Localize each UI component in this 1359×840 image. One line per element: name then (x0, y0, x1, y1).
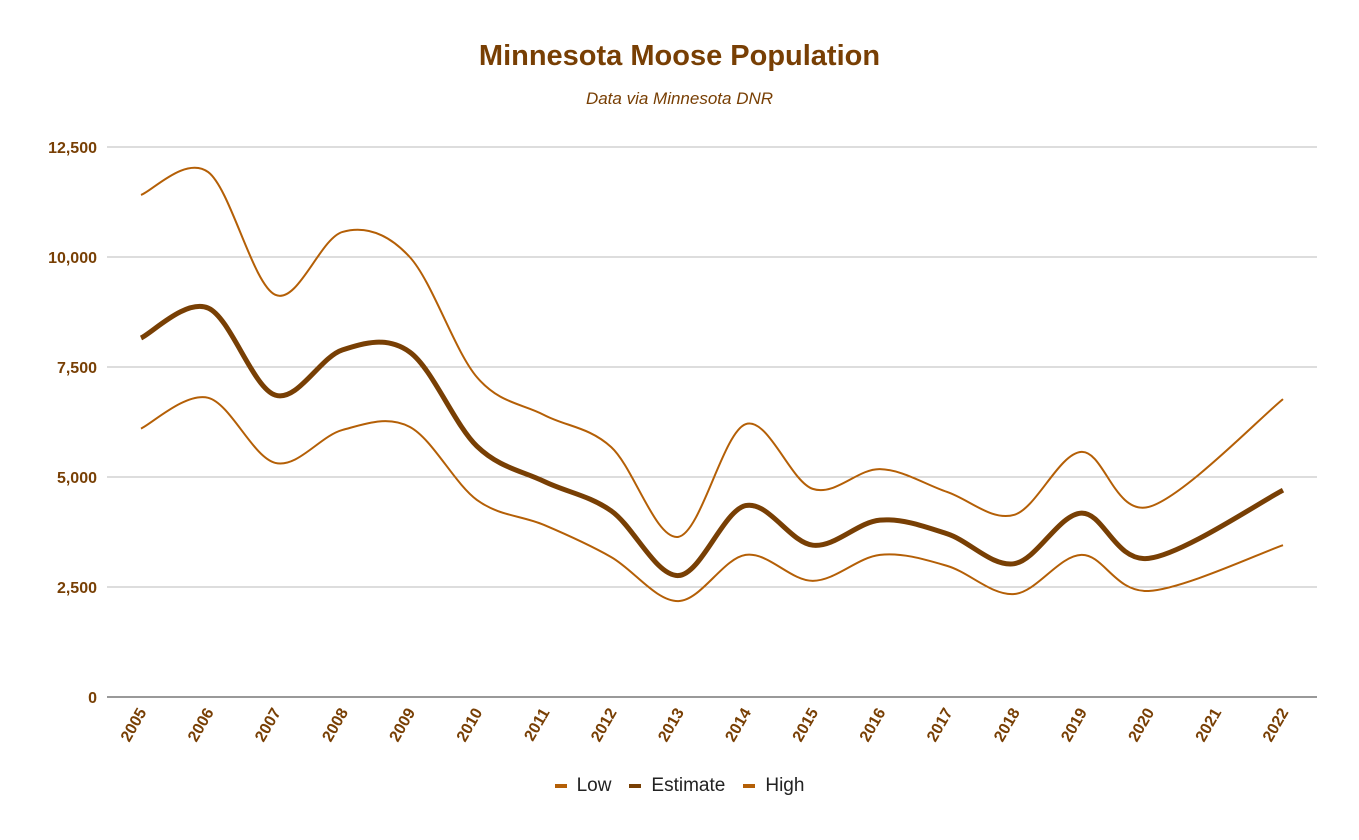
x-tick-label: 2006 (185, 705, 218, 744)
legend-label-high: High (765, 775, 805, 796)
x-tick-label: 2018 (991, 705, 1024, 744)
x-tick-label: 2021 (1193, 705, 1226, 744)
x-tick-label: 2019 (1058, 705, 1091, 744)
y-tick-label: 10,000 (48, 250, 97, 267)
y-tick-label: 5,000 (57, 470, 97, 487)
legend-swatch-high (743, 784, 756, 788)
legend-label-estimate: Estimate (651, 775, 726, 796)
legend-item-high: High (743, 775, 804, 797)
legend-item-low: Low (554, 775, 612, 797)
x-tick-label: 2007 (252, 705, 285, 744)
x-tick-label: 2009 (387, 705, 420, 744)
legend-label-low: Low (576, 775, 612, 796)
chart-title: Minnesota Moose Population (478, 40, 881, 72)
y-tick-label: 7,500 (57, 360, 97, 377)
x-tick-label: 2016 (857, 705, 890, 744)
x-tick-label: 2013 (655, 705, 688, 744)
x-tick-label: 2008 (319, 705, 352, 744)
x-tick-label: 2014 (723, 705, 756, 744)
y-tick-label: 0 (88, 690, 97, 707)
y-tick-label: 2,500 (57, 580, 97, 597)
chart-subtitle: Data via Minnesota DNR (585, 89, 774, 108)
y-tick-label: 12,500 (48, 140, 97, 157)
series-line-estimate (139, 303, 1285, 579)
x-tick-label: 2020 (1126, 705, 1159, 744)
x-tick-label: 2011 (521, 705, 553, 744)
x-tick-label: 2005 (118, 705, 151, 744)
x-tick-label: 2022 (1260, 705, 1293, 744)
series-line-high (140, 166, 1284, 538)
legend: Low Estimate High (0, 775, 1359, 797)
x-tick-label: 2010 (454, 705, 487, 744)
x-tick-label: 2017 (924, 705, 957, 744)
legend-item-estimate: Estimate (629, 775, 725, 797)
x-tick-label: 2015 (790, 705, 823, 744)
legend-swatch-estimate (629, 784, 642, 788)
series-line-low (140, 396, 1284, 603)
x-tick-label: 2012 (588, 705, 621, 744)
legend-swatch-low (554, 784, 567, 788)
